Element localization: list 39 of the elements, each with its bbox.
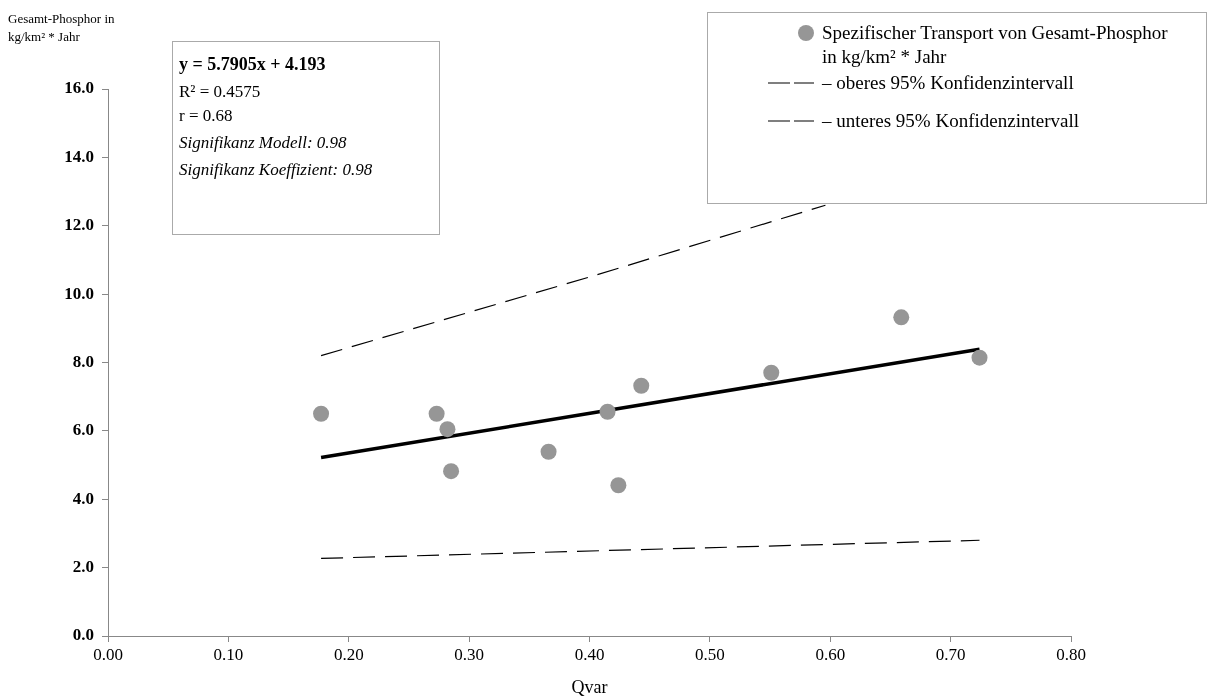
x-tick-label: 0.60: [815, 644, 846, 664]
legend-label: – oberes 95% Konfidenzintervall: [822, 71, 1075, 95]
x-tick-label: 0.40: [574, 644, 605, 664]
point: [599, 403, 616, 420]
point: [428, 405, 445, 422]
point: [439, 421, 456, 438]
y-tick-label: 14.0: [64, 146, 94, 166]
y-tick-label: 6.0: [72, 420, 94, 440]
point: [610, 477, 627, 494]
x-tick-label: 0.50: [695, 644, 725, 664]
point: [893, 309, 910, 326]
x-tick-label: 0.00: [93, 644, 123, 664]
y-tick-label: 0.0: [72, 625, 94, 645]
point: [763, 364, 780, 381]
point: [633, 377, 650, 394]
text: y = 5.7905x + 4.193: [179, 53, 327, 76]
legend-label: Spezifischer Transport von Gesamt-Phosphor in kg/km² * Jahr: [822, 21, 1169, 69]
annotation: R² = 0.4575: [179, 81, 262, 103]
x-axis-title: Qvar: [571, 676, 608, 697]
y-axis-title: Gesamt-Phosphor in kg/km² * Jahr: [8, 10, 116, 46]
x-tick-label: 0.80: [1056, 644, 1086, 664]
y-tick-label: 12.0: [64, 215, 94, 235]
y-tick-label: 8.0: [72, 351, 94, 371]
annotation: Signifikanz Koeffizient: 0.98: [179, 159, 374, 181]
legend-label: – unteres 95% Konfidenzintervall: [822, 109, 1080, 133]
annotation: r = 0.68: [179, 105, 234, 127]
x-tick-label: 0.10: [213, 644, 244, 664]
point: [313, 405, 330, 422]
y-tick-label: 16.0: [64, 78, 94, 98]
y-tick-label: 10.0: [64, 283, 94, 303]
point: [971, 349, 988, 366]
y-tick-label: 4.0: [72, 488, 94, 508]
point: [540, 443, 557, 460]
x-tick-label: 0.70: [935, 644, 966, 664]
y-tick-label: 2.0: [72, 557, 94, 577]
annotation: Signifikanz Modell: 0.98: [179, 132, 348, 154]
point: [443, 463, 460, 480]
x-tick-label: 0.30: [454, 644, 484, 664]
x-tick-label: 0.20: [333, 644, 364, 664]
